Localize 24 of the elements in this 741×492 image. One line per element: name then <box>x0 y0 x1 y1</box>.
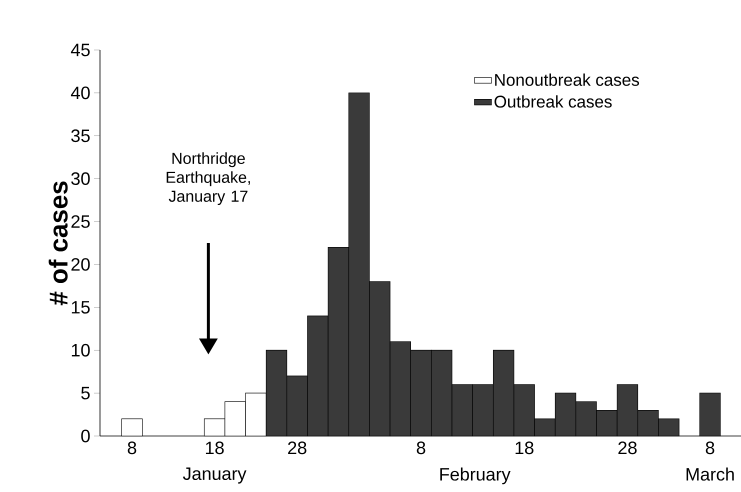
y-tick-label: 15 <box>72 301 90 314</box>
y-tick-label: 20 <box>71 258 90 271</box>
y-tick-label: 5 <box>81 386 90 400</box>
x-tick-label: 28 <box>618 442 637 454</box>
text: February <box>440 468 511 484</box>
y-tick-label: 45 <box>70 44 90 56</box>
y-tick-label: 0 <box>81 430 90 442</box>
legend-label: Outbreak cases <box>494 95 612 108</box>
y-axis-title: # of cases <box>48 181 68 306</box>
y-tick-label: 40 <box>70 86 90 100</box>
text: March <box>686 468 734 481</box>
legend-label: Nonoutbreak cases <box>495 73 640 86</box>
y-tick-label: 35 <box>71 129 90 142</box>
y-tick-label: 25 <box>71 215 90 228</box>
x-tick-label: 18 <box>516 442 534 454</box>
x-tick-label: 8 <box>128 442 136 454</box>
x-tick-label: 8 <box>416 442 426 454</box>
y-tick-label: 30 <box>71 172 90 186</box>
annotation: Northridge Earthquake, January 17 <box>166 152 250 206</box>
y-tick-label: 10 <box>72 344 90 357</box>
x-tick-label: 8 <box>706 442 714 454</box>
x-tick-label: 28 <box>288 442 306 454</box>
text: January <box>182 468 246 484</box>
x-tick-label: 18 <box>206 442 224 454</box>
